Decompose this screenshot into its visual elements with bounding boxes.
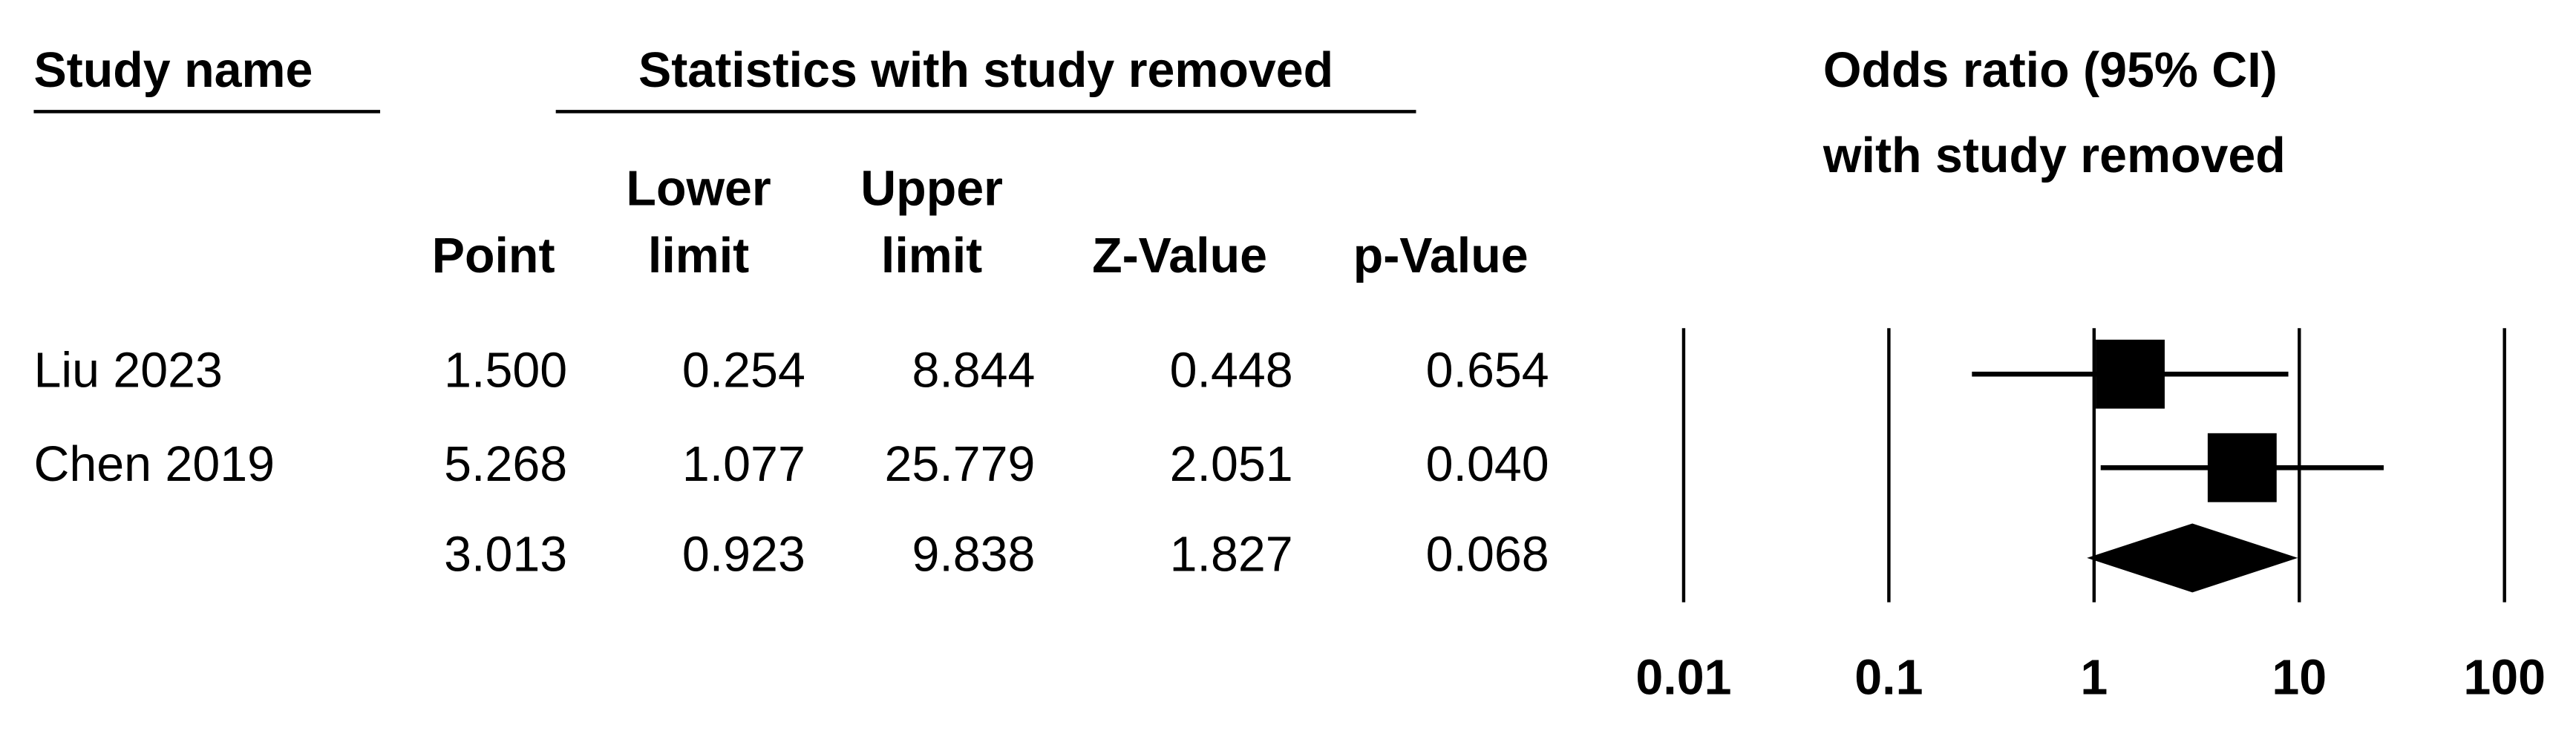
column-header: limit [881,229,982,283]
cell-value: 2.051 [1170,437,1293,492]
cell-value: 5.268 [444,437,567,492]
study-name: Liu 2023 [33,344,223,398]
cell-value: 3.013 [444,527,567,582]
cell-value: 9.838 [912,527,1035,582]
column-header: Lower [626,161,771,216]
cell-value: 0.254 [682,344,805,398]
column-header: limit [648,229,749,283]
column-header: Point [432,229,555,283]
study-name: Chen 2019 [33,437,275,492]
x-tick-label: 1 [2080,650,2108,705]
cell-value: 0.448 [1170,344,1293,398]
summary-diamond [2087,523,2298,593]
cell-value: 1.500 [444,344,567,398]
point-box [2096,339,2165,409]
x-tick-label: 0.1 [1854,650,1923,705]
column-header: Z-Value [1092,229,1267,283]
plot-title: Odds ratio (95% CI) [1823,43,2278,98]
column-header: p-Value [1353,229,1529,283]
x-tick-label: 10 [2272,650,2327,705]
plot-title: with study removed [1823,128,2286,183]
x-tick-label: 100 [2463,650,2546,705]
point-box [2207,433,2277,502]
study-header: Study name [33,43,313,98]
cell-value: 0.040 [1426,437,1549,492]
group-header: Statistics with study removed [638,43,1333,98]
cell-value: 1.077 [682,437,805,492]
cell-value: 0.068 [1426,527,1549,582]
cell-value: 1.827 [1170,527,1293,582]
column-header: Upper [860,161,1003,216]
cell-value: 0.654 [1426,344,1549,398]
x-tick-label: 0.01 [1635,650,1731,705]
cell-value: 0.923 [682,527,805,582]
cell-value: 8.844 [912,344,1035,398]
cell-value: 25.779 [885,437,1036,492]
